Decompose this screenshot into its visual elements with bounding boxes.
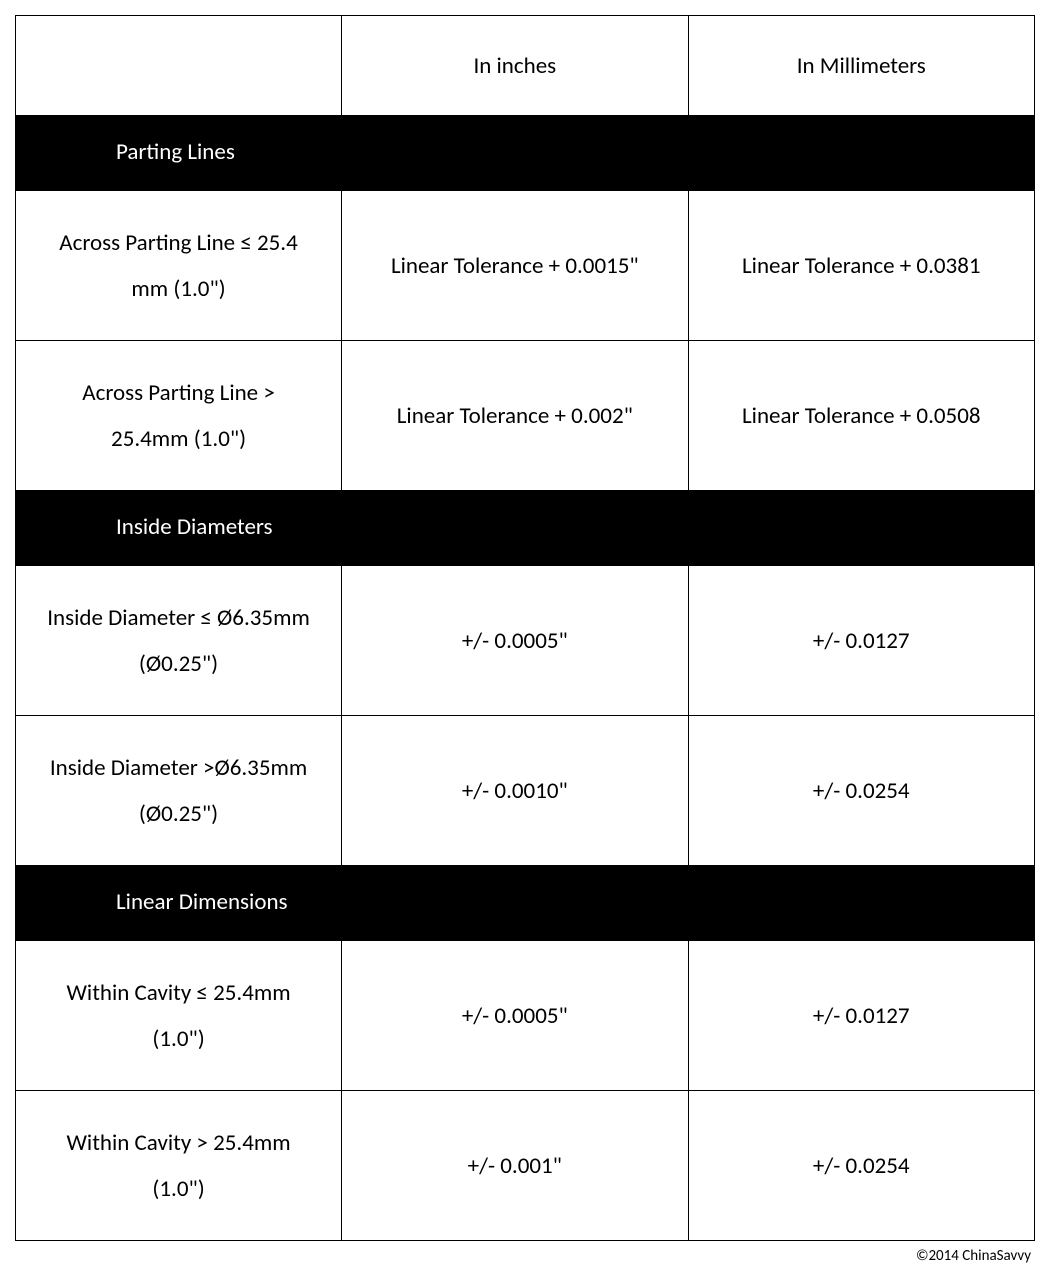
row-inches: +/- 0.0005"	[342, 566, 688, 716]
table-row: Within Cavity ≤ 25.4mm (1.0") +/- 0.0005…	[16, 941, 1035, 1091]
row-label: Across Parting Line > 25.4mm (1.0")	[16, 341, 342, 491]
table-header-row: In inches In Millimeters	[16, 16, 1035, 116]
header-inches: In inches	[342, 16, 688, 116]
section-header-row: Linear Dimensions	[16, 866, 1035, 941]
row-inches: Linear Tolerance + 0.0015"	[342, 191, 688, 341]
row-label: Inside Diameter ≤ Ø6.35mm (Ø0.25")	[16, 566, 342, 716]
row-inches: +/- 0.0005"	[342, 941, 688, 1091]
table-row: Inside Diameter >Ø6.35mm (Ø0.25") +/- 0.…	[16, 716, 1035, 866]
row-mm: Linear Tolerance + 0.0381	[688, 191, 1034, 341]
table-row: Within Cavity > 25.4mm (1.0") +/- 0.001"…	[16, 1091, 1035, 1241]
tolerance-table: In inches In Millimeters Parting Lines A…	[15, 15, 1035, 1241]
header-blank	[16, 16, 342, 116]
section-header-row: Parting Lines	[16, 116, 1035, 191]
row-mm: Linear Tolerance + 0.0508	[688, 341, 1034, 491]
table-row: Across Parting Line ≤ 25.4 mm (1.0") Lin…	[16, 191, 1035, 341]
row-label: Inside Diameter >Ø6.35mm (Ø0.25")	[16, 716, 342, 866]
row-mm: +/- 0.0127	[688, 566, 1034, 716]
section-header-row: Inside Diameters	[16, 491, 1035, 566]
row-mm: +/- 0.0254	[688, 716, 1034, 866]
table-row: Inside Diameter ≤ Ø6.35mm (Ø0.25") +/- 0…	[16, 566, 1035, 716]
row-inches: +/- 0.001"	[342, 1091, 688, 1241]
row-label: Within Cavity > 25.4mm (1.0")	[16, 1091, 342, 1241]
section-title: Parting Lines	[16, 116, 1035, 191]
row-label: Across Parting Line ≤ 25.4 mm (1.0")	[16, 191, 342, 341]
row-label: Within Cavity ≤ 25.4mm (1.0")	[16, 941, 342, 1091]
copyright-text: ©2014 ChinaSavvy	[15, 1241, 1035, 1265]
section-title: Linear Dimensions	[16, 866, 1035, 941]
row-inches: Linear Tolerance + 0.002"	[342, 341, 688, 491]
table-row: Across Parting Line > 25.4mm (1.0") Line…	[16, 341, 1035, 491]
row-mm: +/- 0.0127	[688, 941, 1034, 1091]
row-mm: +/- 0.0254	[688, 1091, 1034, 1241]
row-inches: +/- 0.0010"	[342, 716, 688, 866]
header-mm: In Millimeters	[688, 16, 1034, 116]
section-title: Inside Diameters	[16, 491, 1035, 566]
